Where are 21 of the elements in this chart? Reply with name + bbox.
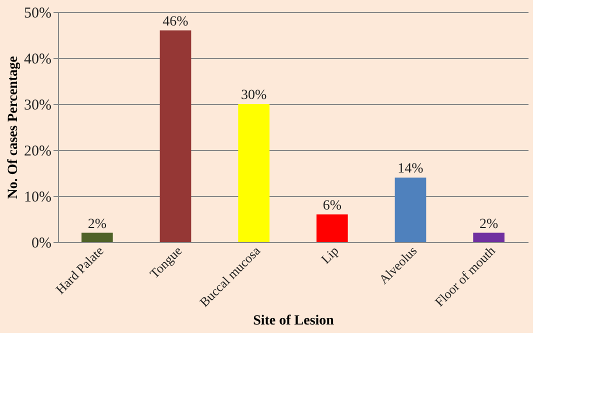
bar bbox=[238, 104, 270, 242]
y-tick-label: 30% bbox=[24, 98, 52, 114]
bar bbox=[160, 30, 192, 242]
y-axis-title: No. Of cases Percentage bbox=[6, 56, 22, 199]
y-tick-label: 0% bbox=[32, 236, 52, 252]
bar bbox=[473, 232, 504, 242]
y-tick-label: 50% bbox=[24, 6, 52, 22]
data-label: 2% bbox=[88, 216, 107, 232]
bar bbox=[82, 232, 113, 242]
data-label: 30% bbox=[240, 88, 267, 103]
data-label: 46% bbox=[162, 14, 189, 30]
data-label: 6% bbox=[322, 198, 342, 214]
bar bbox=[394, 178, 426, 242]
bar bbox=[316, 214, 348, 242]
y-tick-label: 40% bbox=[24, 52, 52, 68]
x-axis-title: Site of Lesion bbox=[253, 314, 334, 329]
y-tick-label: 10% bbox=[24, 190, 52, 206]
y-tick-label: 20% bbox=[24, 144, 52, 160]
data-label: 14% bbox=[398, 162, 424, 177]
data-label: 2% bbox=[479, 216, 498, 232]
x-tick-label: Lip bbox=[318, 243, 342, 266]
